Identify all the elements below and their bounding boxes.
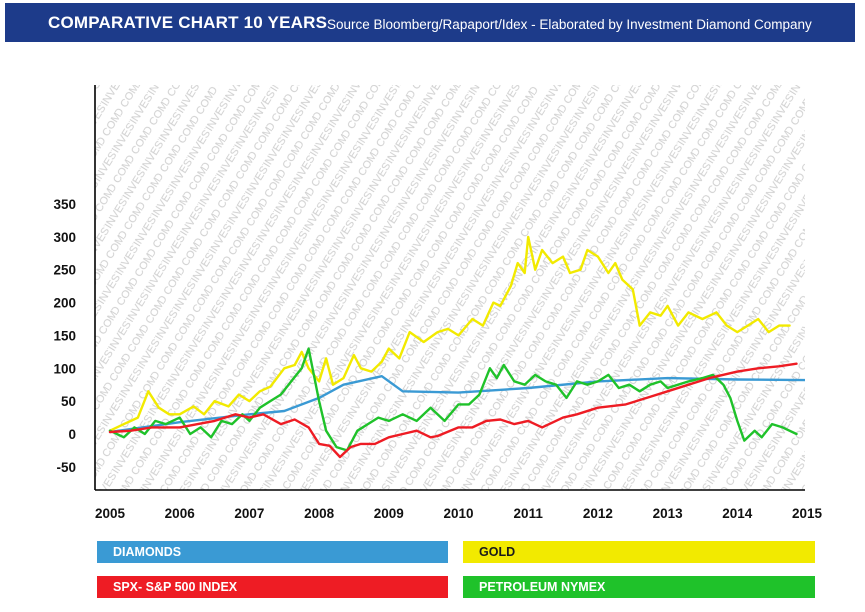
chart-header: COMPARATIVE CHART 10 YEARS Source Bloomb…	[5, 3, 855, 42]
y-tick-label: 200	[53, 296, 76, 311]
series-line-spx-s-p-500-index	[108, 362, 798, 459]
x-tick-label: 2009	[374, 506, 404, 521]
legend-spx-label: SPX- S&P 500 INDEX	[113, 580, 238, 594]
x-tick-label: 2014	[722, 506, 753, 521]
x-tick-label: 2012	[583, 506, 613, 521]
legend-gold-label: GOLD	[479, 545, 516, 559]
y-tick-label: 150	[53, 328, 76, 343]
x-tick-label: 2007	[234, 506, 264, 521]
series-line-gold	[108, 235, 791, 432]
y-tick-label: 0	[68, 427, 76, 442]
legend-petroleum: PETROLEUM NYMEX	[463, 576, 815, 598]
legend-diamonds-label: DIAMONDS	[113, 545, 182, 559]
series-line-petroleum-nymex	[108, 347, 798, 452]
y-tick-label: -50	[56, 460, 76, 475]
chart-source: Source Bloomberg/Rapaport/Idex - Elabora…	[327, 17, 812, 32]
tick-labels: 350 300 250 200 150 100 50 0 -50 2005 2006 2007 2008…	[53, 197, 822, 521]
x-tick-label: 2005	[95, 506, 126, 521]
x-tick-label: 2006	[165, 506, 196, 521]
x-tick-label: 2011	[514, 506, 544, 521]
y-tick-label: 300	[53, 230, 76, 245]
y-tick-label: 350	[53, 197, 76, 212]
x-tick-label: 2015	[792, 506, 823, 521]
y-tick-label: 50	[61, 394, 76, 409]
legend-petroleum-label: PETROLEUM NYMEX	[479, 580, 606, 594]
x-tick-label: 2013	[653, 506, 684, 521]
x-tick-label: 2008	[304, 506, 335, 521]
chart-axes	[94, 85, 805, 491]
y-tick-label: 100	[53, 361, 76, 376]
series-layer	[108, 235, 805, 459]
chart-title: COMPARATIVE CHART 10 YEARS	[48, 13, 328, 32]
watermark-area	[95, 85, 805, 490]
legend-spx: SPX- S&P 500 INDEX	[97, 576, 448, 598]
y-tick-label: 250	[53, 263, 76, 278]
legend-gold: GOLD	[463, 541, 815, 563]
legend-diamonds: DIAMONDS	[97, 541, 448, 563]
x-tick-label: 2010	[443, 506, 473, 521]
